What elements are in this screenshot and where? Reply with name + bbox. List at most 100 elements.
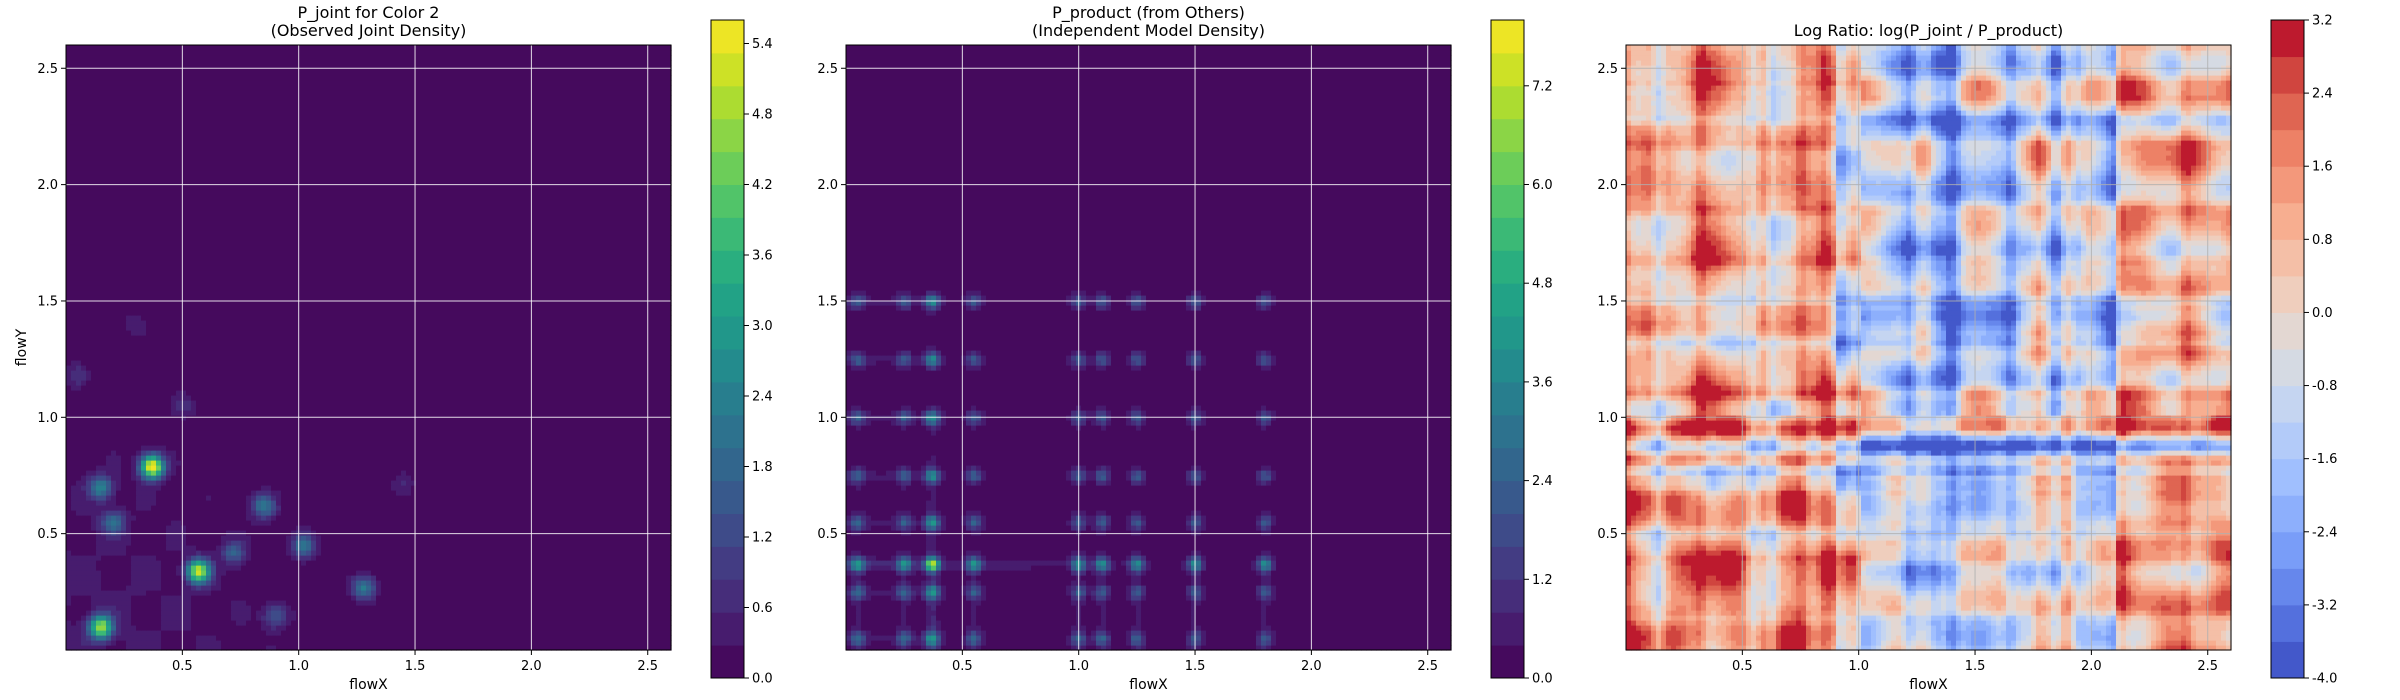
heatmap-cell [136, 445, 142, 451]
heatmap-cell [316, 520, 322, 526]
heatmap-cell [176, 525, 182, 531]
heatmap-cell [196, 560, 202, 566]
heatmap-cell [586, 555, 592, 561]
heatmap-cell [586, 610, 592, 616]
heatmap-cell [381, 465, 387, 471]
heatmap-cell [301, 610, 307, 616]
heatmap-cell [106, 560, 112, 566]
heatmap-cell [651, 595, 657, 601]
heatmap-cell [391, 485, 397, 491]
heatmap-cell [446, 450, 452, 456]
heatmap-cell [136, 620, 142, 626]
heatmap-cell [211, 445, 217, 451]
heatmap-cell [641, 535, 647, 541]
heatmap-cell [121, 495, 127, 501]
heatmap-cell [406, 485, 412, 491]
heatmap-cell [231, 615, 237, 621]
heatmap-cell [136, 485, 142, 491]
heatmap-cell [276, 585, 282, 591]
heatmap-cell [181, 455, 187, 461]
heatmap-cell [541, 500, 547, 506]
heatmap-cell [161, 510, 167, 516]
heatmap-cell [666, 475, 672, 481]
heatmap-cell [636, 455, 642, 461]
heatmap-cell [566, 545, 572, 551]
heatmap-cell [146, 565, 152, 571]
heatmap-cell [251, 625, 257, 631]
heatmap-cell [136, 570, 142, 576]
heatmap-cell [621, 480, 627, 486]
heatmap-cell [591, 535, 597, 541]
heatmap-cell [206, 530, 212, 536]
heatmap-cell [231, 500, 237, 506]
heatmap-cell [626, 490, 632, 496]
heatmap-cell [171, 590, 177, 596]
heatmap-cell [416, 560, 422, 566]
heatmap-cell [541, 450, 547, 456]
heatmap-cell [486, 465, 492, 471]
heatmap-cell [156, 480, 162, 486]
heatmap-cell [326, 495, 332, 501]
heatmap-cell [171, 640, 177, 646]
heatmap-cell [101, 550, 107, 556]
heatmap-cell [401, 640, 407, 646]
heatmap-cell [356, 575, 362, 581]
heatmap-cell [346, 575, 352, 581]
heatmap-cell [116, 515, 122, 521]
heatmap-cell [86, 550, 92, 556]
heatmap-cell [266, 560, 272, 566]
heatmap-cell [581, 640, 587, 646]
heatmap-cell [586, 520, 592, 526]
heatmap-cell [106, 590, 112, 596]
heatmap-cell [491, 510, 497, 516]
heatmap-cell [126, 605, 132, 611]
heatmap-cell [336, 545, 342, 551]
heatmap-cell [211, 505, 217, 511]
heatmap-cell [121, 470, 127, 476]
heatmap-cell [331, 455, 337, 461]
heatmap-cell [116, 445, 122, 451]
heatmap-cell [196, 590, 202, 596]
heatmap-cell [516, 550, 522, 556]
heatmap-cell [311, 500, 317, 506]
heatmap-cell [246, 535, 252, 541]
heatmap-cell [356, 550, 362, 556]
heatmap-cell [581, 590, 587, 596]
heatmap-cell [506, 570, 512, 576]
heatmap-cell [506, 560, 512, 566]
heatmap-cell [201, 570, 207, 576]
heatmap-cell [496, 575, 502, 581]
heatmap-cell [456, 540, 462, 546]
heatmap-cell [361, 610, 367, 616]
heatmap-cell [381, 460, 387, 466]
heatmap-cell [586, 615, 592, 621]
heatmap-cell [106, 625, 112, 631]
heatmap-cell [456, 530, 462, 536]
heatmap-cell [466, 635, 472, 641]
heatmap-cell [286, 520, 292, 526]
heatmap-cell [106, 570, 112, 576]
heatmap-cell [406, 560, 412, 566]
heatmap-cell [491, 620, 497, 626]
heatmap-cell [341, 640, 347, 646]
heatmap-cell [641, 610, 647, 616]
heatmap-cell [286, 450, 292, 456]
heatmap-cell [616, 525, 622, 531]
heatmap-cell [596, 585, 602, 591]
heatmap-cell [241, 550, 247, 556]
heatmap-cell [381, 605, 387, 611]
heatmap-cell [491, 475, 497, 481]
heatmap-cell [256, 505, 262, 511]
heatmap-cell [441, 645, 447, 651]
heatmap-cell [626, 610, 632, 616]
heatmap-cell [226, 540, 232, 546]
heatmap-cell [336, 470, 342, 476]
heatmap-cell [401, 540, 407, 546]
heatmap-cell [156, 525, 162, 531]
heatmap-cell [551, 560, 557, 566]
heatmap-cell [536, 540, 542, 546]
heatmap-cell [96, 490, 102, 496]
heatmap-cell [201, 615, 207, 621]
heatmap-cell [476, 510, 482, 516]
heatmap-cell [511, 610, 517, 616]
